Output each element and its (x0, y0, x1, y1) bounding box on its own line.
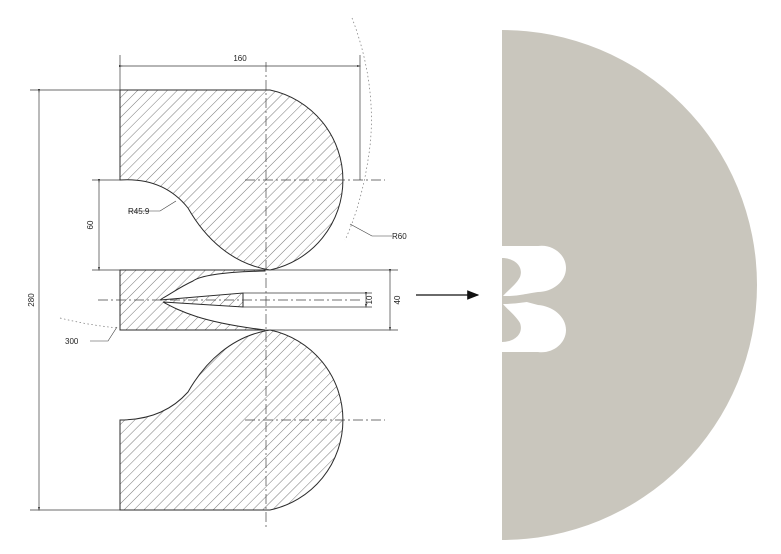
upper-gap-dimension-label: 60 (86, 220, 95, 229)
cutout-insert (502, 258, 540, 342)
large-radius-label: 300 (65, 337, 79, 346)
width-dimension-label: 160 (233, 54, 247, 63)
lower-block (119, 329, 344, 511)
throat-gap-dimension-label: 10 (365, 295, 374, 304)
half-disc-section (502, 30, 757, 540)
total-height-dimension-label: 280 (27, 293, 36, 307)
large-arc-left (59, 317, 119, 329)
middle-height-dimension-label: 40 (393, 295, 402, 304)
outer-radius-label: R60 (392, 232, 407, 241)
large-arc-right (344, 17, 372, 241)
upper-block (119, 89, 344, 271)
fillet-radius-label: R45.9 (128, 207, 150, 216)
